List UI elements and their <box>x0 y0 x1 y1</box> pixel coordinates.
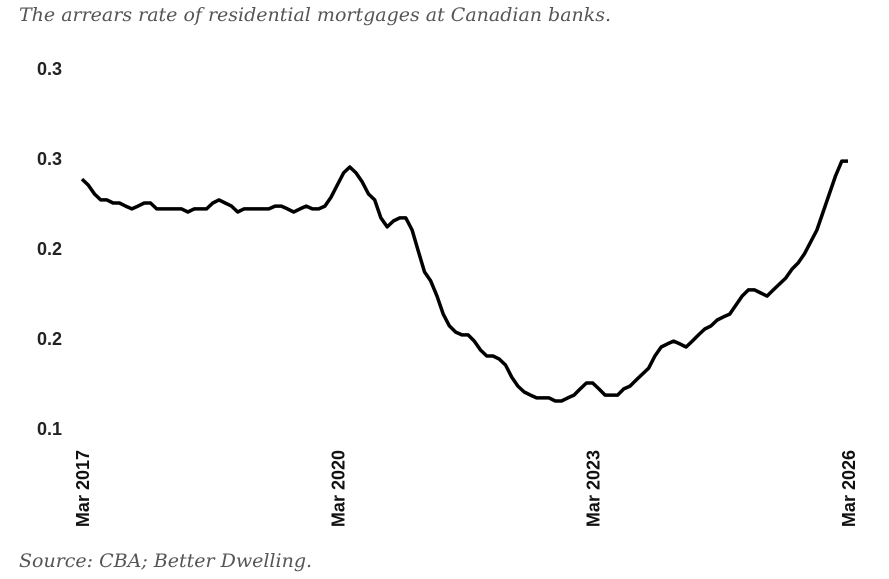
x-tick-label: Mar 2017 <box>73 450 93 527</box>
y-tick-label: 0.2 <box>37 329 62 349</box>
series-line <box>80 159 848 403</box>
y-tick-label: 0.3 <box>37 59 62 79</box>
x-tick-label: Mar 2026 <box>839 450 859 527</box>
x-tick-label: Mar 2020 <box>328 450 348 527</box>
y-tick-label: 0.2 <box>37 239 62 259</box>
x-tick-label: Mar 2023 <box>584 450 604 527</box>
y-tick-label: 0.1 <box>37 419 62 439</box>
series-layer <box>80 159 848 403</box>
x-axis-ticks: Mar 2017 Mar 2020 Mar 2023 Mar 2026 <box>73 450 859 527</box>
chart-title: The arrears rate of residential mortgage… <box>19 4 612 26</box>
source-note: Source: CBA; Better Dwelling. <box>19 550 313 572</box>
y-tick-label: 0.3 <box>37 149 62 169</box>
y-axis-ticks: 0.3 0.3 0.2 0.2 0.1 <box>37 59 62 439</box>
